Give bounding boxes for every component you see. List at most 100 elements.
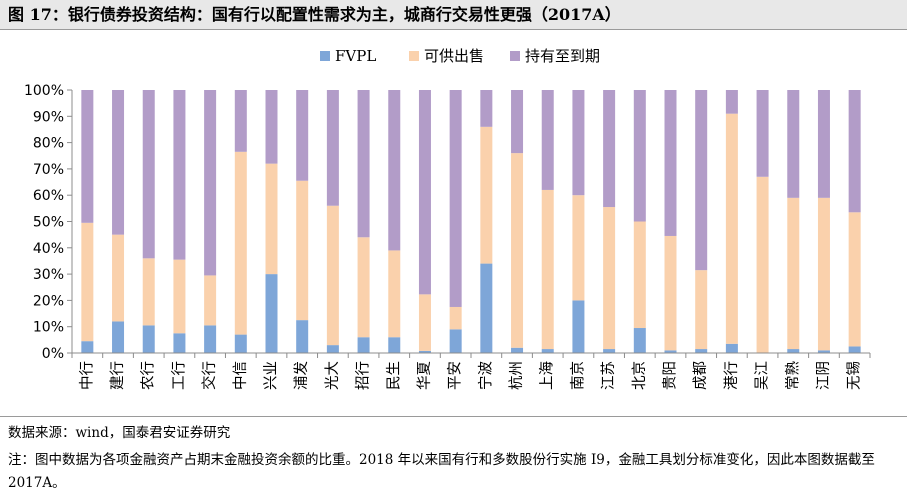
title-divider <box>0 29 907 30</box>
y-tick-label: 80% <box>33 136 64 152</box>
bar-fvpl <box>664 350 677 353</box>
bar-htm <box>296 90 309 181</box>
x-category-label: 平安 <box>447 361 464 390</box>
x-category-label: 兴业 <box>263 361 280 390</box>
bar-htm <box>449 90 462 307</box>
bar-afs <box>326 205 339 346</box>
x-category-label: 中信 <box>232 361 249 390</box>
bar-fvpl <box>81 341 94 353</box>
y-tick-label: 20% <box>33 293 64 309</box>
bar-afs <box>633 221 646 329</box>
bar-afs <box>480 126 493 264</box>
legend-swatch <box>510 51 520 61</box>
bar-fvpl <box>204 325 217 353</box>
bar-htm <box>234 90 247 152</box>
bar-fvpl <box>848 346 861 353</box>
bar-fvpl <box>572 300 585 353</box>
bar-htm <box>204 90 217 276</box>
bar-fvpl <box>725 343 738 353</box>
bar-afs <box>142 258 155 326</box>
bar-fvpl <box>633 328 646 353</box>
bar-fvpl <box>695 349 708 353</box>
figure-title: 图 17：银行债券投资结构：国有行以配置性需求为主，城商行交易性更强（2017A… <box>0 0 907 29</box>
bar-afs <box>695 270 708 350</box>
y-axis: 0% 10% 20% 30% 40% 50% 60% 70% 80% 90% 100% <box>24 83 73 362</box>
bar-fvpl <box>388 337 401 353</box>
x-category-label: 建行 <box>109 361 126 390</box>
bar-htm <box>817 90 830 198</box>
bar-fvpl <box>234 334 247 353</box>
bar-afs <box>664 235 677 351</box>
bar-htm <box>603 90 616 208</box>
bar-fvpl <box>326 345 339 353</box>
bar-htm <box>112 90 125 235</box>
x-category-label: 光大 <box>324 361 341 390</box>
bar-afs <box>418 294 431 351</box>
bar-afs <box>817 197 830 351</box>
x-category-label: 交行 <box>200 361 218 390</box>
y-tick-label: 0% <box>42 346 64 362</box>
bar-fvpl <box>357 337 370 353</box>
bar-afs <box>357 237 370 338</box>
bar-afs <box>541 189 554 350</box>
x-category-label: 民生 <box>385 361 402 390</box>
bar-fvpl <box>449 329 462 353</box>
bar-fvpl <box>787 349 800 353</box>
bar-afs <box>511 153 524 348</box>
bar-htm <box>695 90 708 271</box>
footer-divider <box>0 416 907 417</box>
note-text: 注：图中数据为各项金融资产占期末金融投资余额的比重。2018 年以来国有行和多数… <box>8 452 875 491</box>
x-category-label: 吴江 <box>754 361 771 390</box>
legend-label: 可供出售 <box>424 47 484 65</box>
legend-label: 持有至到期 <box>525 47 600 65</box>
bar-afs <box>388 250 401 338</box>
y-tick-label: 40% <box>33 241 64 257</box>
bar-afs <box>603 207 616 350</box>
bar-fvpl <box>173 333 186 353</box>
bar-htm <box>388 90 401 251</box>
bar-htm <box>725 90 738 114</box>
legend-swatch <box>320 51 330 61</box>
bar-htm <box>633 90 646 222</box>
bar-afs <box>296 180 309 321</box>
bar-afs <box>848 212 861 347</box>
bar-fvpl <box>296 320 309 353</box>
bar-fvpl <box>418 350 431 353</box>
bar-afs <box>572 195 585 301</box>
bar-fvpl <box>511 347 524 353</box>
y-tick-label: 100% <box>24 83 64 99</box>
bar-htm <box>480 90 493 127</box>
x-category-label: 江苏 <box>600 361 617 390</box>
x-category-label: 宁波 <box>477 361 494 390</box>
y-tick-label: 60% <box>33 188 64 204</box>
bar-afs <box>112 234 125 322</box>
x-category-label: 港行 <box>723 361 740 390</box>
bar-htm <box>81 90 94 223</box>
chart-legend: FVPL 可供出售 持有至到期 <box>320 47 600 65</box>
bar-afs <box>173 259 186 334</box>
bar-afs <box>204 275 217 326</box>
bar-htm <box>541 90 554 190</box>
bar-afs <box>449 306 462 330</box>
bar-htm <box>848 90 861 213</box>
x-category-label: 工行 <box>170 361 187 390</box>
x-category-label: 上海 <box>539 361 556 390</box>
bar-htm <box>511 90 524 154</box>
bar-htm <box>418 90 431 295</box>
x-category-label: 无锡 <box>846 361 863 390</box>
bar-fvpl <box>603 349 616 353</box>
y-tick-label: 90% <box>33 109 64 125</box>
source-text: 数据来源：wind，国泰君安证券研究 <box>8 425 231 441</box>
bar-htm <box>142 90 155 259</box>
x-category-label: 杭州 <box>508 361 525 390</box>
x-category-label: 南京 <box>569 361 586 390</box>
x-category-label: 华夏 <box>416 361 433 390</box>
y-tick-label: 70% <box>33 162 64 178</box>
x-category-label: 招行 <box>355 361 372 390</box>
bar-fvpl <box>817 350 830 353</box>
x-category-label: 贵阳 <box>662 361 679 390</box>
y-tick-label: 30% <box>33 267 64 283</box>
x-category-label: 中行 <box>78 361 95 390</box>
x-category-label: 农行 <box>140 361 157 390</box>
bar-htm <box>664 90 677 236</box>
